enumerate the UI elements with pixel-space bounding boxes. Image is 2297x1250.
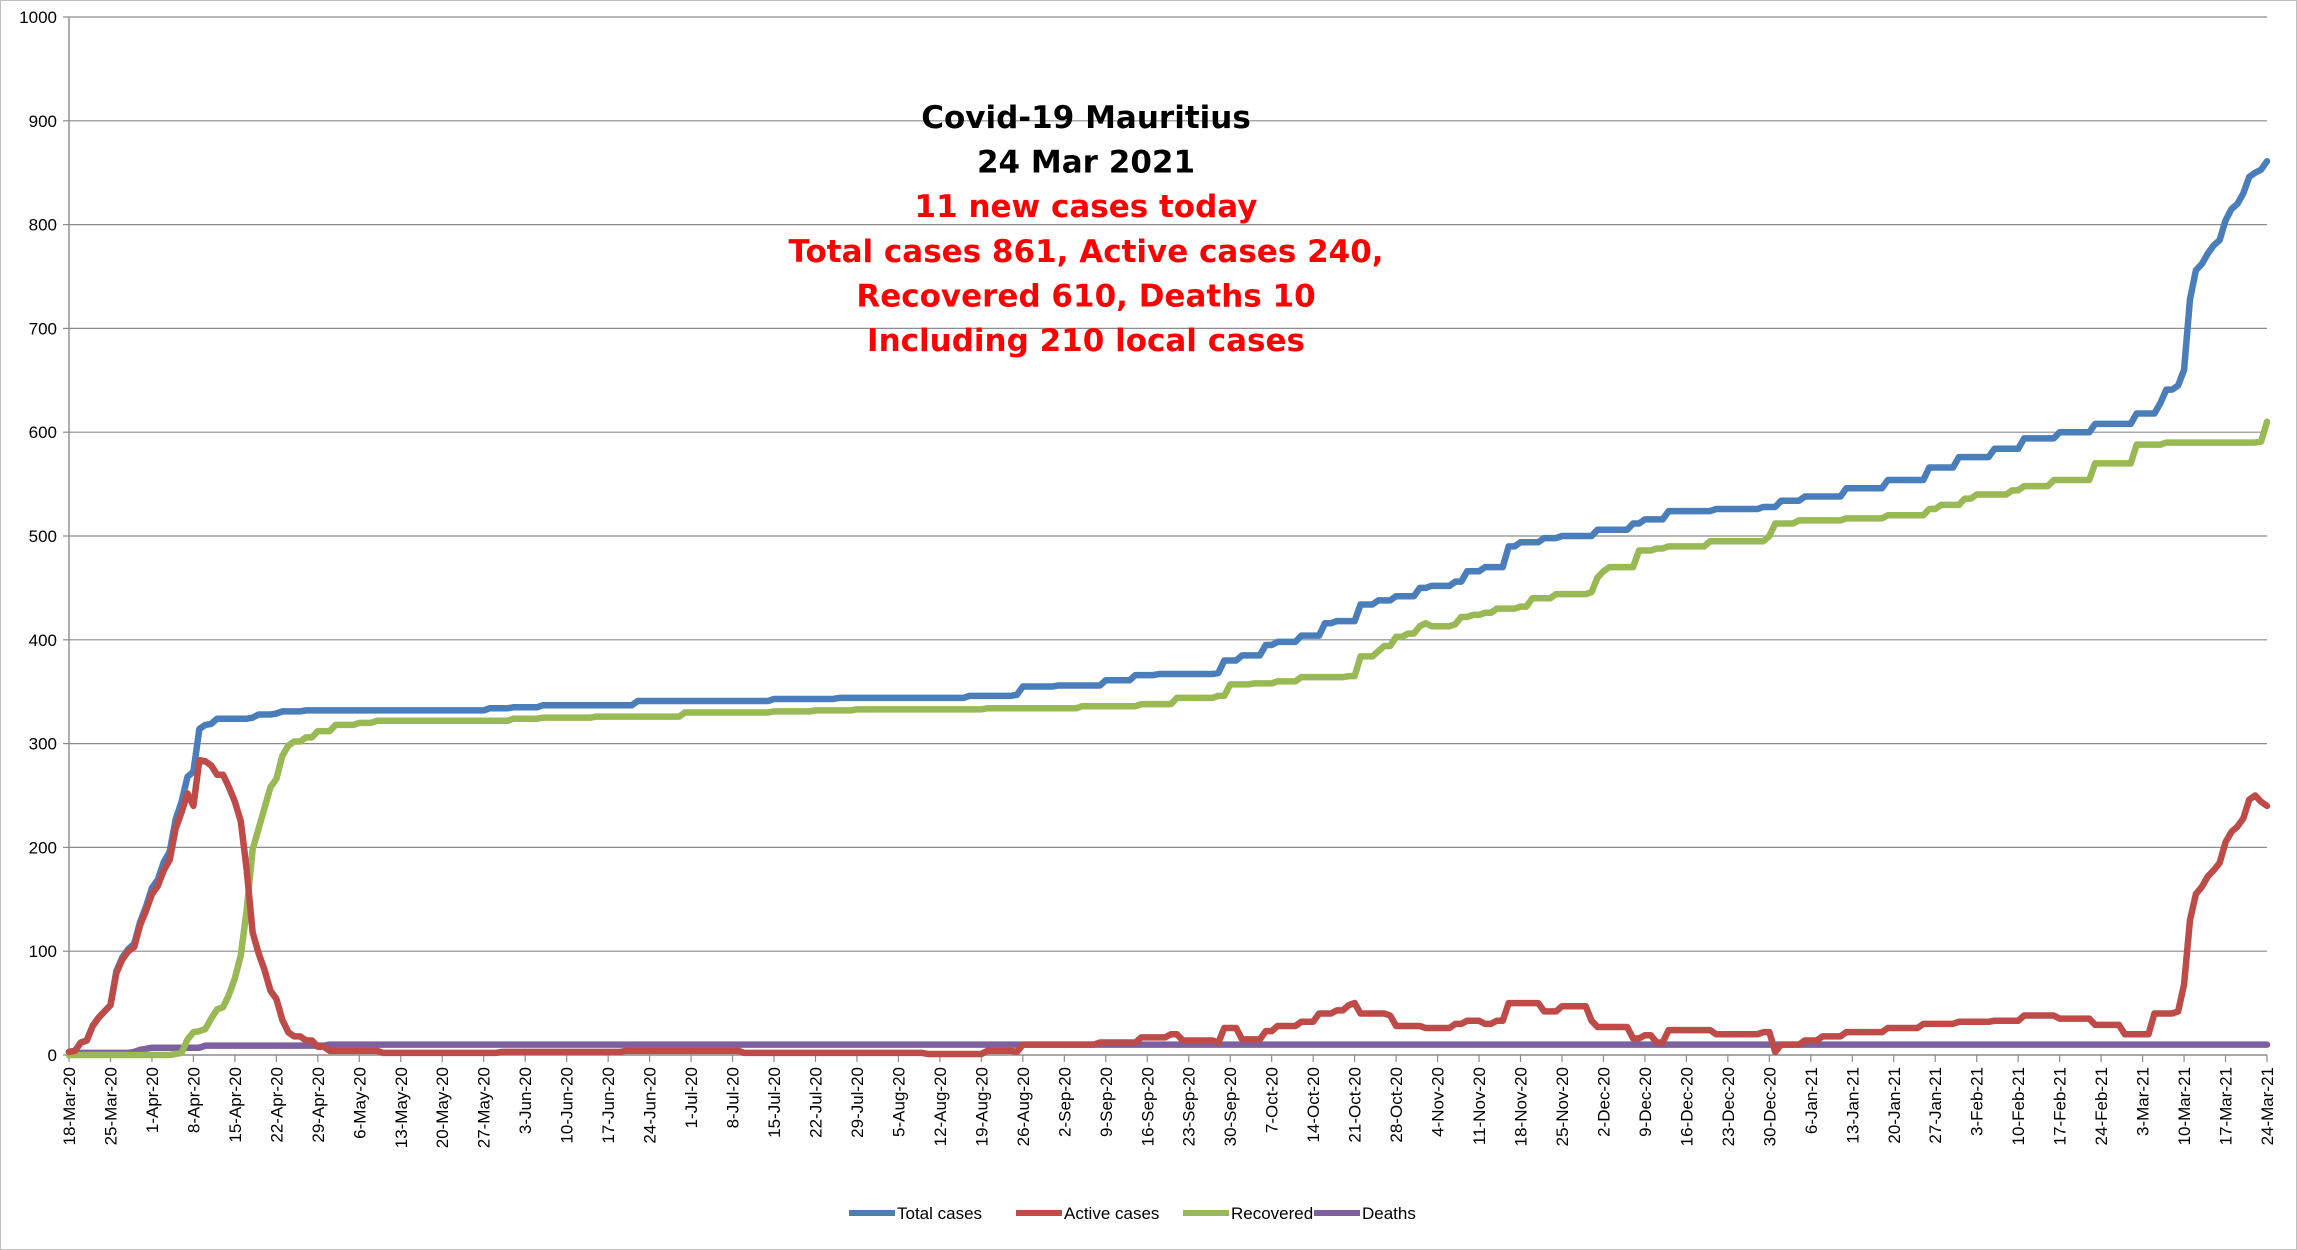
legend-item: Recovered: [1183, 1204, 1313, 1223]
x-tick-label: 8-Jul-20: [724, 1067, 743, 1128]
x-tick-label: 20-May-20: [433, 1067, 452, 1148]
chart-legend: Total cases Active cases Recovered Deaths: [849, 1204, 1416, 1223]
x-tick-label: 20-Jan-21: [1885, 1067, 1904, 1144]
x-tick-label: 29-Apr-20: [309, 1067, 328, 1143]
x-tick-label: 17-Feb-21: [2051, 1067, 2070, 1145]
title-line: 11 new cases today: [915, 189, 1258, 225]
y-tick-label: 700: [29, 319, 57, 338]
y-tick-label: 300: [29, 735, 57, 754]
series-lines: [65, 158, 2271, 1059]
x-tick-label: 15-Apr-20: [226, 1067, 245, 1143]
x-tick-label: 29-Jul-20: [848, 1067, 867, 1138]
legend-item: Deaths: [1314, 1204, 1416, 1223]
x-tick-label: 11-Nov-20: [1470, 1067, 1489, 1145]
series-line-total-cases: [65, 158, 2271, 1056]
x-tick-label: 2-Sep-20: [1055, 1067, 1074, 1137]
x-tick-label: 21-Oct-20: [1346, 1067, 1365, 1143]
x-tick-label: 9-Dec-20: [1636, 1067, 1655, 1137]
series-line-deaths: [65, 1041, 2271, 1059]
x-tick-label: 22-Apr-20: [267, 1067, 286, 1143]
x-tick-label: 8-Apr-20: [184, 1067, 203, 1133]
x-tick-label: 5-Aug-20: [889, 1067, 908, 1137]
legend-item: Total cases: [849, 1204, 982, 1223]
legend-item: Active cases: [1016, 1204, 1159, 1223]
x-tick-label: 10-Jun-20: [558, 1067, 577, 1144]
series-line-recovered: [65, 418, 2271, 1059]
y-tick-label: 100: [29, 942, 57, 961]
gridlines: [69, 16, 2267, 952]
x-tick-label: 10-Mar-21: [2175, 1067, 2194, 1145]
x-tick-label: 25-Nov-20: [1553, 1067, 1572, 1146]
series-line-active-cases: [65, 756, 2271, 1058]
y-tick-label: 0: [48, 1046, 57, 1065]
x-tick-label: 24-Mar-21: [2258, 1067, 2277, 1145]
x-tick-label: 27-May-20: [475, 1067, 494, 1148]
x-tick-label: 17-Mar-21: [2217, 1067, 2236, 1145]
title-line: Recovered 610, Deaths 10: [856, 278, 1315, 314]
x-tick-label: 3-Feb-21: [1968, 1067, 1987, 1136]
legend-label: Total cases: [897, 1204, 982, 1223]
x-tick-label: 6-May-20: [350, 1067, 369, 1139]
y-tick-label: 200: [29, 838, 57, 857]
x-tick-label: 15-Jul-20: [765, 1067, 784, 1138]
x-tick-label: 18-Nov-20: [1512, 1067, 1531, 1146]
y-tick-label: 1000: [19, 8, 57, 27]
x-tick-label: 30-Dec-20: [1760, 1067, 1779, 1146]
x-tick-label: 24-Feb-21: [2092, 1067, 2111, 1145]
y-tick-label: 600: [29, 423, 57, 442]
x-tick-label: 2-Dec-20: [1594, 1067, 1613, 1137]
y-tick-label: 500: [29, 527, 57, 546]
x-tick-label: 23-Sep-20: [1180, 1067, 1199, 1146]
x-tick-label: 18-Mar-20: [60, 1067, 79, 1145]
x-tick-label: 17-Jun-20: [599, 1067, 618, 1144]
x-tick-label: 9-Sep-20: [1097, 1067, 1116, 1137]
title-line: Covid-19 Mauritius: [921, 100, 1251, 136]
x-tick-label: 23-Dec-20: [1719, 1067, 1738, 1146]
x-tick-label: 3-Mar-21: [2134, 1067, 2153, 1136]
x-tick-label: 10-Feb-21: [2009, 1067, 2028, 1145]
y-tick-label: 800: [29, 216, 57, 235]
x-tick-label: 28-Oct-20: [1387, 1067, 1406, 1143]
x-tick-label: 14-Oct-20: [1304, 1067, 1323, 1143]
x-tick-label: 25-Mar-20: [101, 1067, 120, 1145]
x-tick-label: 12-Aug-20: [931, 1067, 950, 1146]
x-tick-label: 13-Jan-21: [1843, 1067, 1862, 1144]
x-tick-label: 7-Oct-20: [1263, 1067, 1282, 1133]
title-line: Including 210 local cases: [867, 323, 1305, 359]
legend-label: Deaths: [1362, 1204, 1416, 1223]
x-tick-label: 16-Sep-20: [1138, 1067, 1157, 1146]
x-tick-label: 27-Jan-21: [1926, 1067, 1945, 1144]
x-tick-label: 6-Jan-21: [1802, 1067, 1821, 1134]
chart-title: Covid-19 Mauritius 24 Mar 2021 11 new case…: [788, 100, 1383, 359]
legend-label: Active cases: [1064, 1204, 1159, 1223]
y-axis: 0 100 200 300 400 500 600 700 800 900 1000: [19, 8, 70, 1065]
x-tick-label: 1-Apr-20: [143, 1067, 162, 1133]
x-tick-label: 19-Aug-20: [972, 1067, 991, 1146]
x-axis: 18-Mar-20 25-Mar-20 1-Apr-20 8-Apr-20 15-Apr…: [60, 1054, 2277, 1148]
title-line: Total cases 861, Active cases 240,: [788, 234, 1383, 270]
x-tick-label: 30-Sep-20: [1221, 1067, 1240, 1146]
x-tick-label: 4-Nov-20: [1429, 1067, 1448, 1137]
x-tick-label: 3-Jun-20: [516, 1067, 535, 1134]
x-tick-label: 16-Dec-20: [1677, 1067, 1696, 1146]
y-tick-label: 900: [29, 112, 57, 131]
x-tick-label: 1-Jul-20: [682, 1067, 701, 1128]
x-tick-label: 24-Jun-20: [641, 1067, 660, 1144]
legend-label: Recovered: [1231, 1204, 1313, 1223]
x-tick-label: 26-Aug-20: [1014, 1067, 1033, 1146]
y-tick-label: 400: [29, 631, 57, 650]
x-tick-label: 22-Jul-20: [806, 1067, 825, 1138]
title-line: 24 Mar 2021: [977, 145, 1195, 181]
x-tick-label: 13-May-20: [392, 1067, 411, 1148]
